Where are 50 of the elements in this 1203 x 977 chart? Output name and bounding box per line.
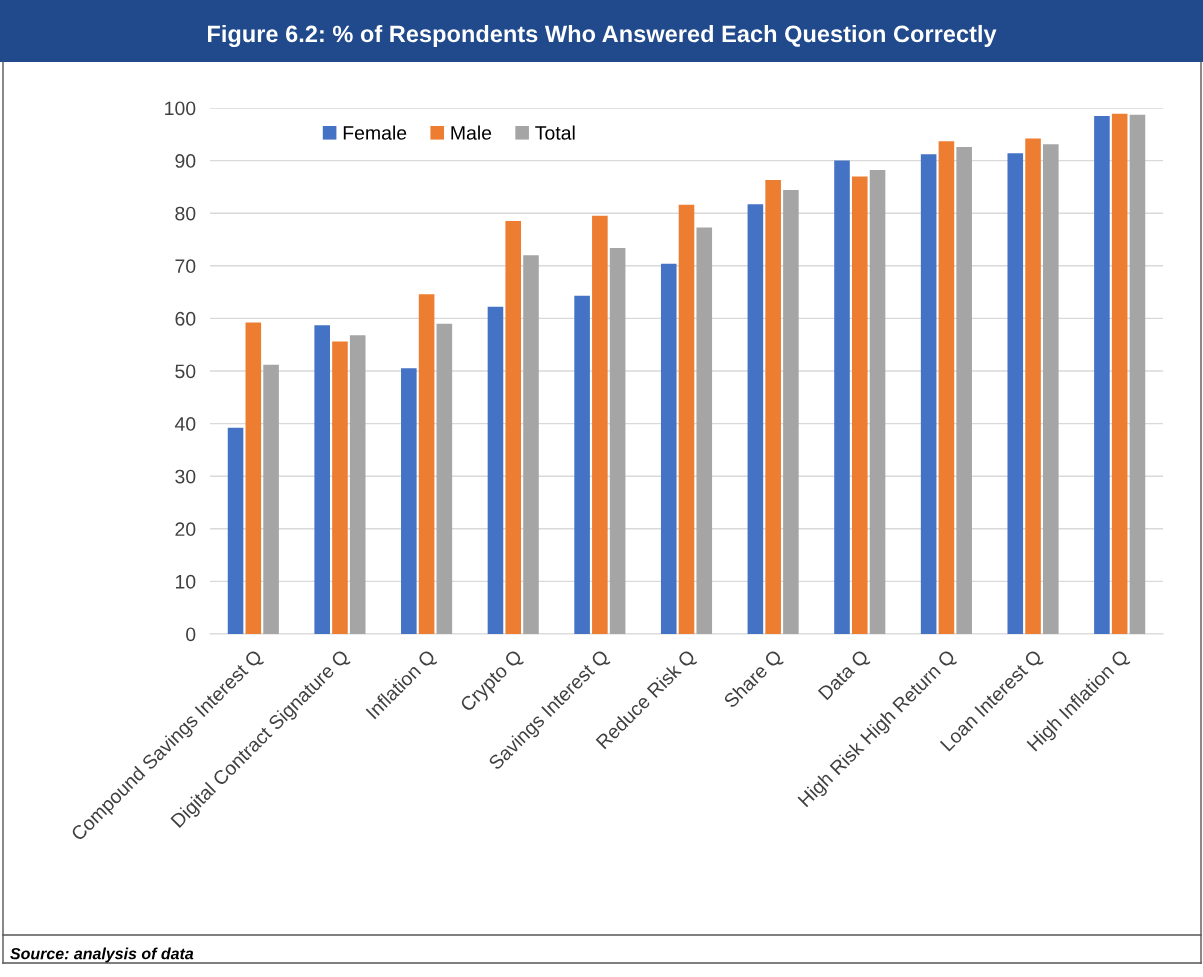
- bar: [678, 204, 695, 634]
- y-tick-label: 10: [175, 574, 196, 589]
- bar: [418, 294, 435, 634]
- y-tick-label: 90: [175, 154, 196, 168]
- bar: [660, 263, 677, 634]
- y-tick-label: 0: [186, 627, 196, 642]
- source-note: Source: analysis of data: [10, 947, 194, 963]
- y-tick-label: 20: [175, 522, 196, 537]
- bar: [436, 323, 453, 634]
- y-tick-label: 40: [174, 417, 196, 431]
- y-tick-label: 70: [175, 259, 196, 274]
- y-tick-label: 50: [175, 364, 196, 379]
- bar: [332, 341, 348, 634]
- bar: [938, 141, 955, 634]
- bar: [609, 247, 626, 634]
- bar: [523, 255, 539, 634]
- bar: [592, 215, 608, 634]
- bar: [1129, 114, 1146, 634]
- bar: [314, 325, 330, 634]
- y-tick-label: 100: [165, 101, 196, 116]
- bar: [227, 427, 244, 634]
- legend-label: Total: [535, 125, 575, 140]
- y-tick-label: 60: [175, 311, 196, 326]
- bar: [349, 335, 366, 634]
- bar: [956, 146, 972, 634]
- bar: [505, 221, 522, 634]
- bar: [487, 306, 504, 634]
- legend-label: Male: [451, 125, 492, 140]
- y-tick-label: 30: [175, 469, 196, 484]
- bar: [263, 364, 279, 634]
- bar: [747, 204, 764, 634]
- bar: [783, 190, 799, 634]
- bar: [401, 368, 417, 634]
- y-tick-label: 80: [175, 206, 196, 221]
- bar: [1007, 153, 1024, 634]
- bar: [696, 227, 713, 634]
- bar: [1025, 138, 1041, 634]
- bar: [869, 170, 886, 634]
- bar: [1043, 144, 1059, 634]
- bar: [245, 322, 262, 634]
- bar: [765, 180, 781, 634]
- legend-label: Female: [343, 125, 407, 140]
- bar: [834, 160, 850, 634]
- bar: [1111, 113, 1128, 634]
- bar: [574, 295, 590, 634]
- x-tick-label: Data Q: [817, 648, 872, 703]
- bar: [1094, 115, 1110, 634]
- bar: [920, 154, 937, 634]
- bar: [851, 176, 868, 634]
- chart-title: Figure 6.2: % of Respondents Who Answered Each Question Correctly: [208, 24, 997, 48]
